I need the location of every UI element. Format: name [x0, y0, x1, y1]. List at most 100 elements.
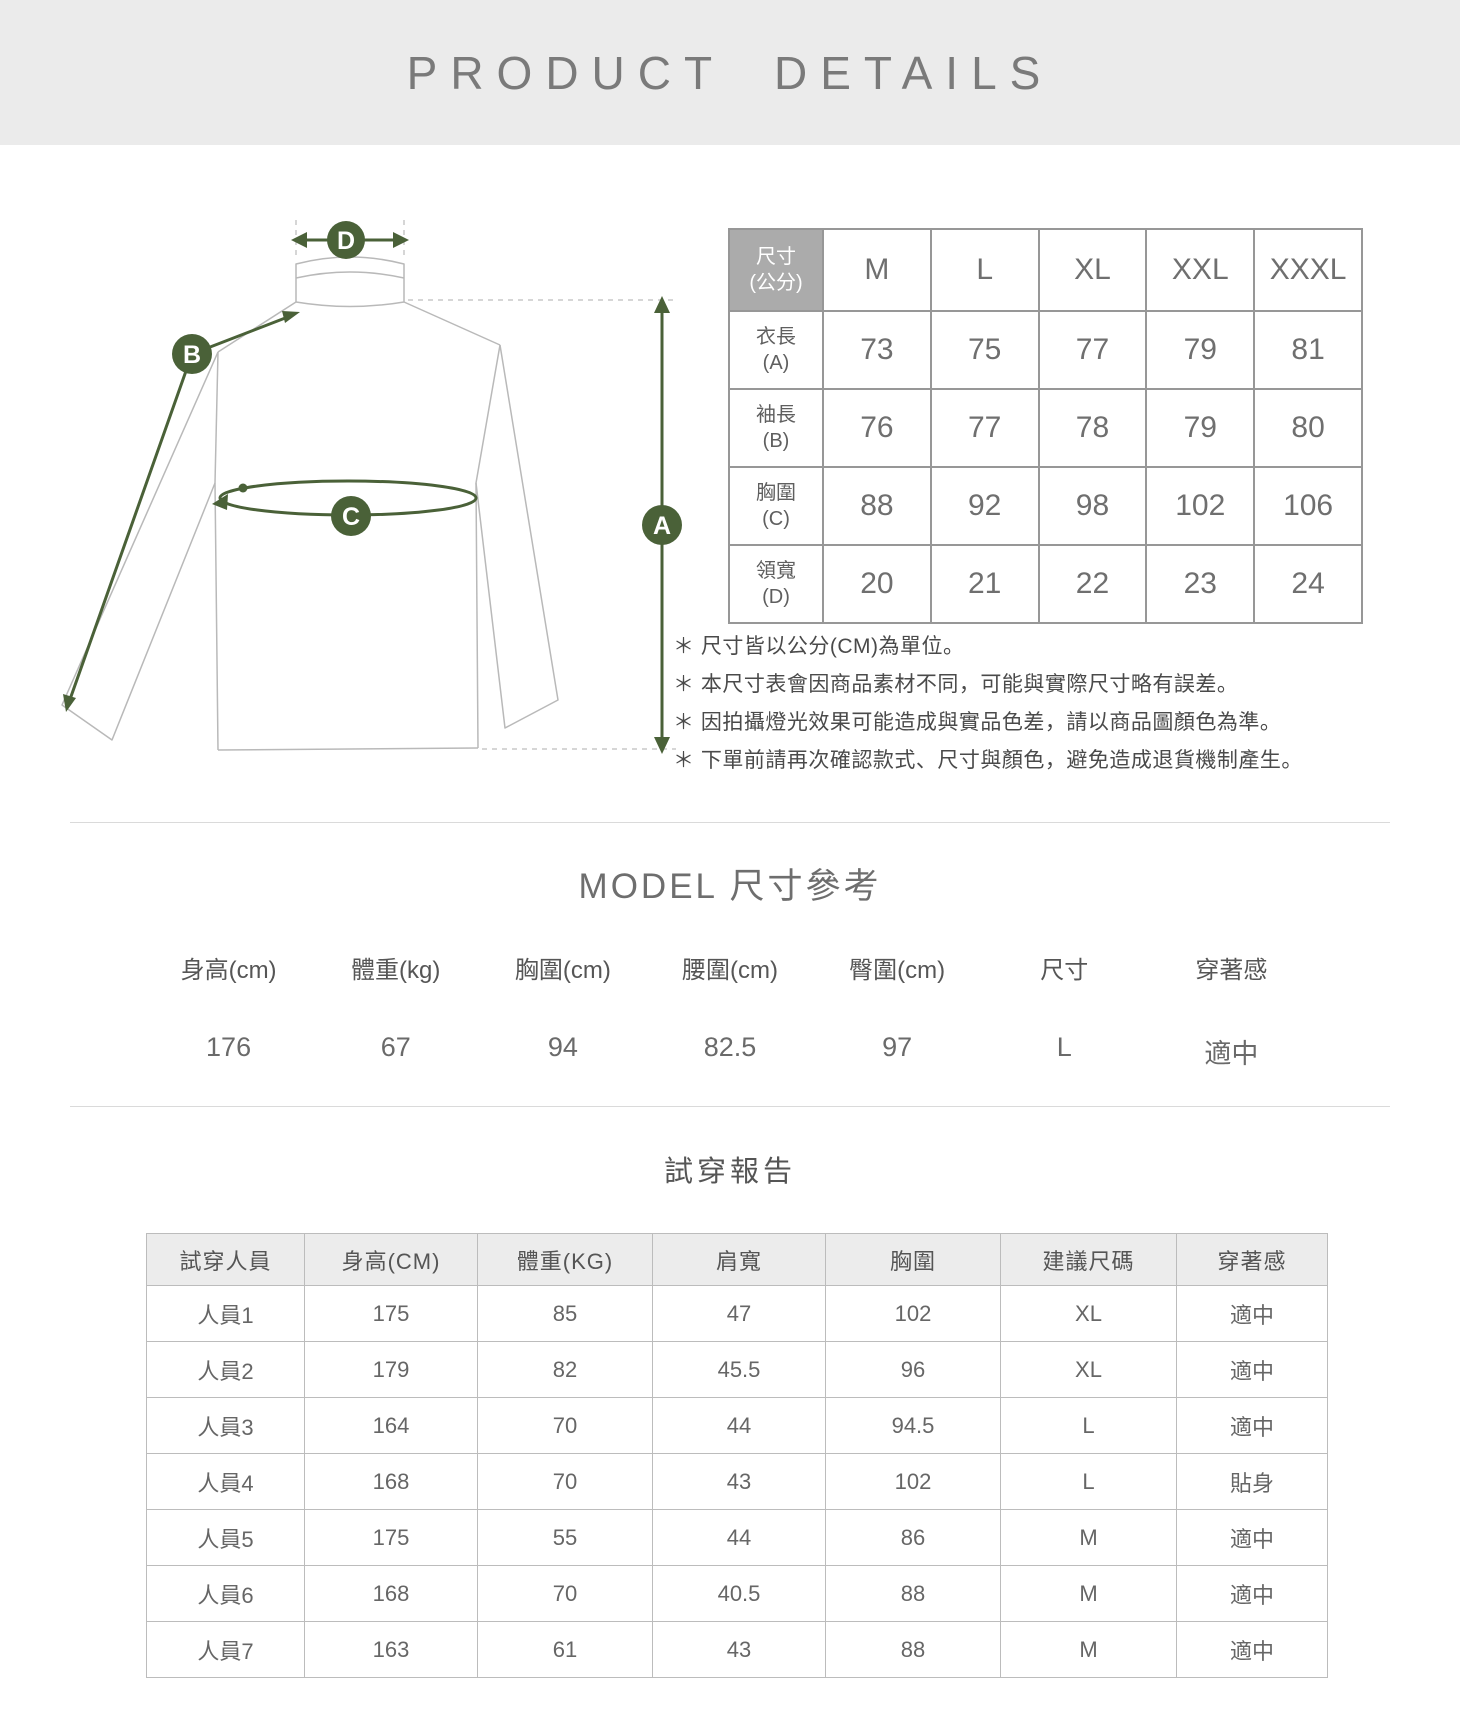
section-divider-1 — [70, 822, 1390, 823]
size-table-row: 領寬 (D) 20 21 22 23 24 — [728, 544, 1363, 624]
badge-c — [331, 496, 371, 536]
arrowhead-b-bottom — [63, 694, 76, 712]
fitting-value-cell: 70 — [477, 1397, 653, 1454]
size-unit-line2: (公分) — [749, 272, 803, 294]
model-header-cell: 尺寸 — [1040, 957, 1089, 984]
fitting-value-cell: 人員6 — [146, 1565, 305, 1622]
size-column-header: XL — [1037, 228, 1148, 312]
note-line: ＊ 尺寸皆以公分(CM)為單位。 — [673, 635, 965, 658]
size-row-label-code: (B) — [762, 430, 790, 452]
size-value-cell: 77 — [1037, 310, 1148, 390]
fitting-value-cell: M — [1000, 1565, 1177, 1622]
fitting-value-cell: 人員7 — [146, 1621, 305, 1678]
fitting-table-row: 人員4 168 70 43 102 L 貼身 — [146, 1453, 1328, 1510]
fitting-column-header: 建議尺碼 — [1000, 1233, 1177, 1286]
fitting-column-header: 肩寬 — [652, 1233, 826, 1286]
fitting-table-row: 人員2 179 82 45.5 96 XL 適中 — [146, 1341, 1328, 1398]
model-values-row: 176 67 94 82.5 97 L 適中 — [145, 1032, 1315, 1071]
model-header-cell: 體重(kg) — [351, 957, 441, 984]
marker-badges: D B C A — [172, 221, 682, 545]
model-header-cell: 穿著感 — [1195, 957, 1268, 984]
size-row-label-code: (A) — [762, 352, 790, 374]
arrowhead-d-right — [393, 232, 409, 248]
fitting-table-row: 人員6 168 70 40.5 88 M 適中 — [146, 1565, 1328, 1622]
size-value-cell: 24 — [1253, 544, 1363, 624]
fitting-value-cell: 163 — [304, 1621, 478, 1678]
badge-c-letter: C — [342, 503, 360, 531]
size-table: 尺寸 (公分) M L XL XXL XXXL 衣長 (A) 73 75 77 79 81 袖長 (B)… — [728, 228, 1363, 624]
arrowhead-d-left — [291, 232, 307, 248]
size-row-label-text: 袖長 — [756, 404, 796, 426]
size-value-cell: 73 — [822, 310, 932, 390]
size-value-cell: 79 — [1145, 388, 1256, 468]
badge-b — [172, 334, 212, 374]
fitting-value-cell: 適中 — [1176, 1285, 1328, 1342]
size-row-label-text: 胸圍 — [756, 482, 796, 504]
measurement-diagram: D B C A — [30, 170, 710, 790]
size-unit-line1: 尺寸 — [756, 246, 796, 268]
section-divider-2 — [70, 1106, 1390, 1107]
fitting-table-row: 人員1 175 85 47 102 XL 適中 — [146, 1285, 1328, 1342]
size-value-cell: 20 — [822, 544, 932, 624]
model-value-cell: 176 — [206, 1032, 252, 1062]
size-value-cell: 77 — [929, 388, 1040, 468]
fitting-value-cell: 43 — [652, 1453, 826, 1510]
fitting-value-cell: M — [1000, 1621, 1177, 1678]
guide-dashed-lines — [295, 220, 676, 750]
size-column-header: L — [929, 228, 1040, 312]
badge-d-letter: D — [337, 227, 355, 255]
fitting-value-cell: L — [1000, 1453, 1177, 1510]
fitting-value-cell: 44 — [652, 1509, 826, 1566]
fitting-value-cell: 102 — [825, 1453, 1001, 1510]
fitting-value-cell: 人員3 — [146, 1397, 305, 1454]
fitting-report-title: 試穿報告 — [663, 1156, 796, 1188]
fitting-value-cell: 適中 — [1176, 1621, 1328, 1678]
fitting-column-header: 穿著感 — [1176, 1233, 1328, 1286]
fitting-value-cell: 94.5 — [825, 1397, 1001, 1454]
size-value-cell: 88 — [822, 466, 932, 546]
fitting-value-cell: 人員5 — [146, 1509, 305, 1566]
note-line: ＊ 因拍攝燈光效果可能造成與實品色差，請以商品圖顏色為準。 — [673, 711, 1282, 734]
arrowhead-c-left — [212, 494, 228, 510]
fitting-value-cell: 175 — [304, 1285, 478, 1342]
fitting-value-cell: 45.5 — [652, 1341, 826, 1398]
size-value-cell: 102 — [1145, 466, 1256, 546]
measure-c-dot — [238, 483, 248, 493]
fitting-value-cell: 44 — [652, 1397, 826, 1454]
size-row-label-code: (C) — [762, 508, 790, 530]
fitting-value-cell: 人員4 — [146, 1453, 305, 1510]
fitting-value-cell: 43 — [652, 1621, 826, 1678]
fitting-table-body: 人員1 175 85 47 102 XL 適中 人員2 179 82 45.5 96 XL 適中 人員3 16… — [146, 1285, 1328, 1678]
model-header-cell: 臀圍(cm) — [849, 957, 946, 984]
model-value-cell: L — [1056, 1032, 1072, 1062]
fitting-value-cell: 40.5 — [652, 1565, 826, 1622]
model-headers-row: 身高(cm) 體重(kg) 胸圍(cm) 腰圍(cm) 臀圍(cm) 尺寸 穿著感 — [145, 950, 1315, 985]
fitting-value-cell: 168 — [304, 1565, 478, 1622]
size-table-row: 胸圍 (C) 88 92 98 102 106 — [728, 466, 1363, 546]
fitting-value-cell: 適中 — [1176, 1341, 1328, 1398]
fitting-value-cell: M — [1000, 1509, 1177, 1566]
size-value-cell: 75 — [929, 310, 1040, 390]
size-row-label: 領寬 (D) — [728, 544, 824, 624]
fitting-value-cell: 175 — [304, 1509, 478, 1566]
fitting-value-cell: 86 — [825, 1509, 1001, 1566]
fitting-value-cell: 88 — [825, 1621, 1001, 1678]
fitting-value-cell: 人員1 — [146, 1285, 305, 1342]
note-line: ＊ 下單前請再次確認款式、尺寸與顏色，避免造成退貨機制產生。 — [673, 749, 1303, 772]
fitting-value-cell: 70 — [477, 1453, 653, 1510]
model-header-cell: 身高(cm) — [180, 957, 277, 984]
size-value-cell: 106 — [1253, 466, 1363, 546]
badge-a — [642, 505, 682, 545]
fitting-value-cell: 人員2 — [146, 1341, 305, 1398]
fitting-table-row: 人員5 175 55 44 86 M 適中 — [146, 1509, 1328, 1566]
note-line: ＊ 本尺寸表會因商品素材不同，可能與實際尺寸略有誤差。 — [673, 673, 1239, 696]
page-title: PRODUCT DETAILS — [406, 46, 1054, 99]
size-table-row: 袖長 (B) 76 77 78 79 80 — [728, 388, 1363, 468]
size-table-header-row: 尺寸 (公分) M L XL XXL XXXL — [728, 228, 1363, 312]
fitting-value-cell: 適中 — [1176, 1565, 1328, 1622]
model-section-title: MODEL 尺寸參考 — [578, 867, 882, 906]
garment-outline — [61, 256, 559, 751]
size-column-header: XXXL — [1253, 228, 1363, 312]
size-row-label: 胸圍 (C) — [728, 466, 824, 546]
fitting-column-header: 體重(KG) — [477, 1233, 653, 1286]
